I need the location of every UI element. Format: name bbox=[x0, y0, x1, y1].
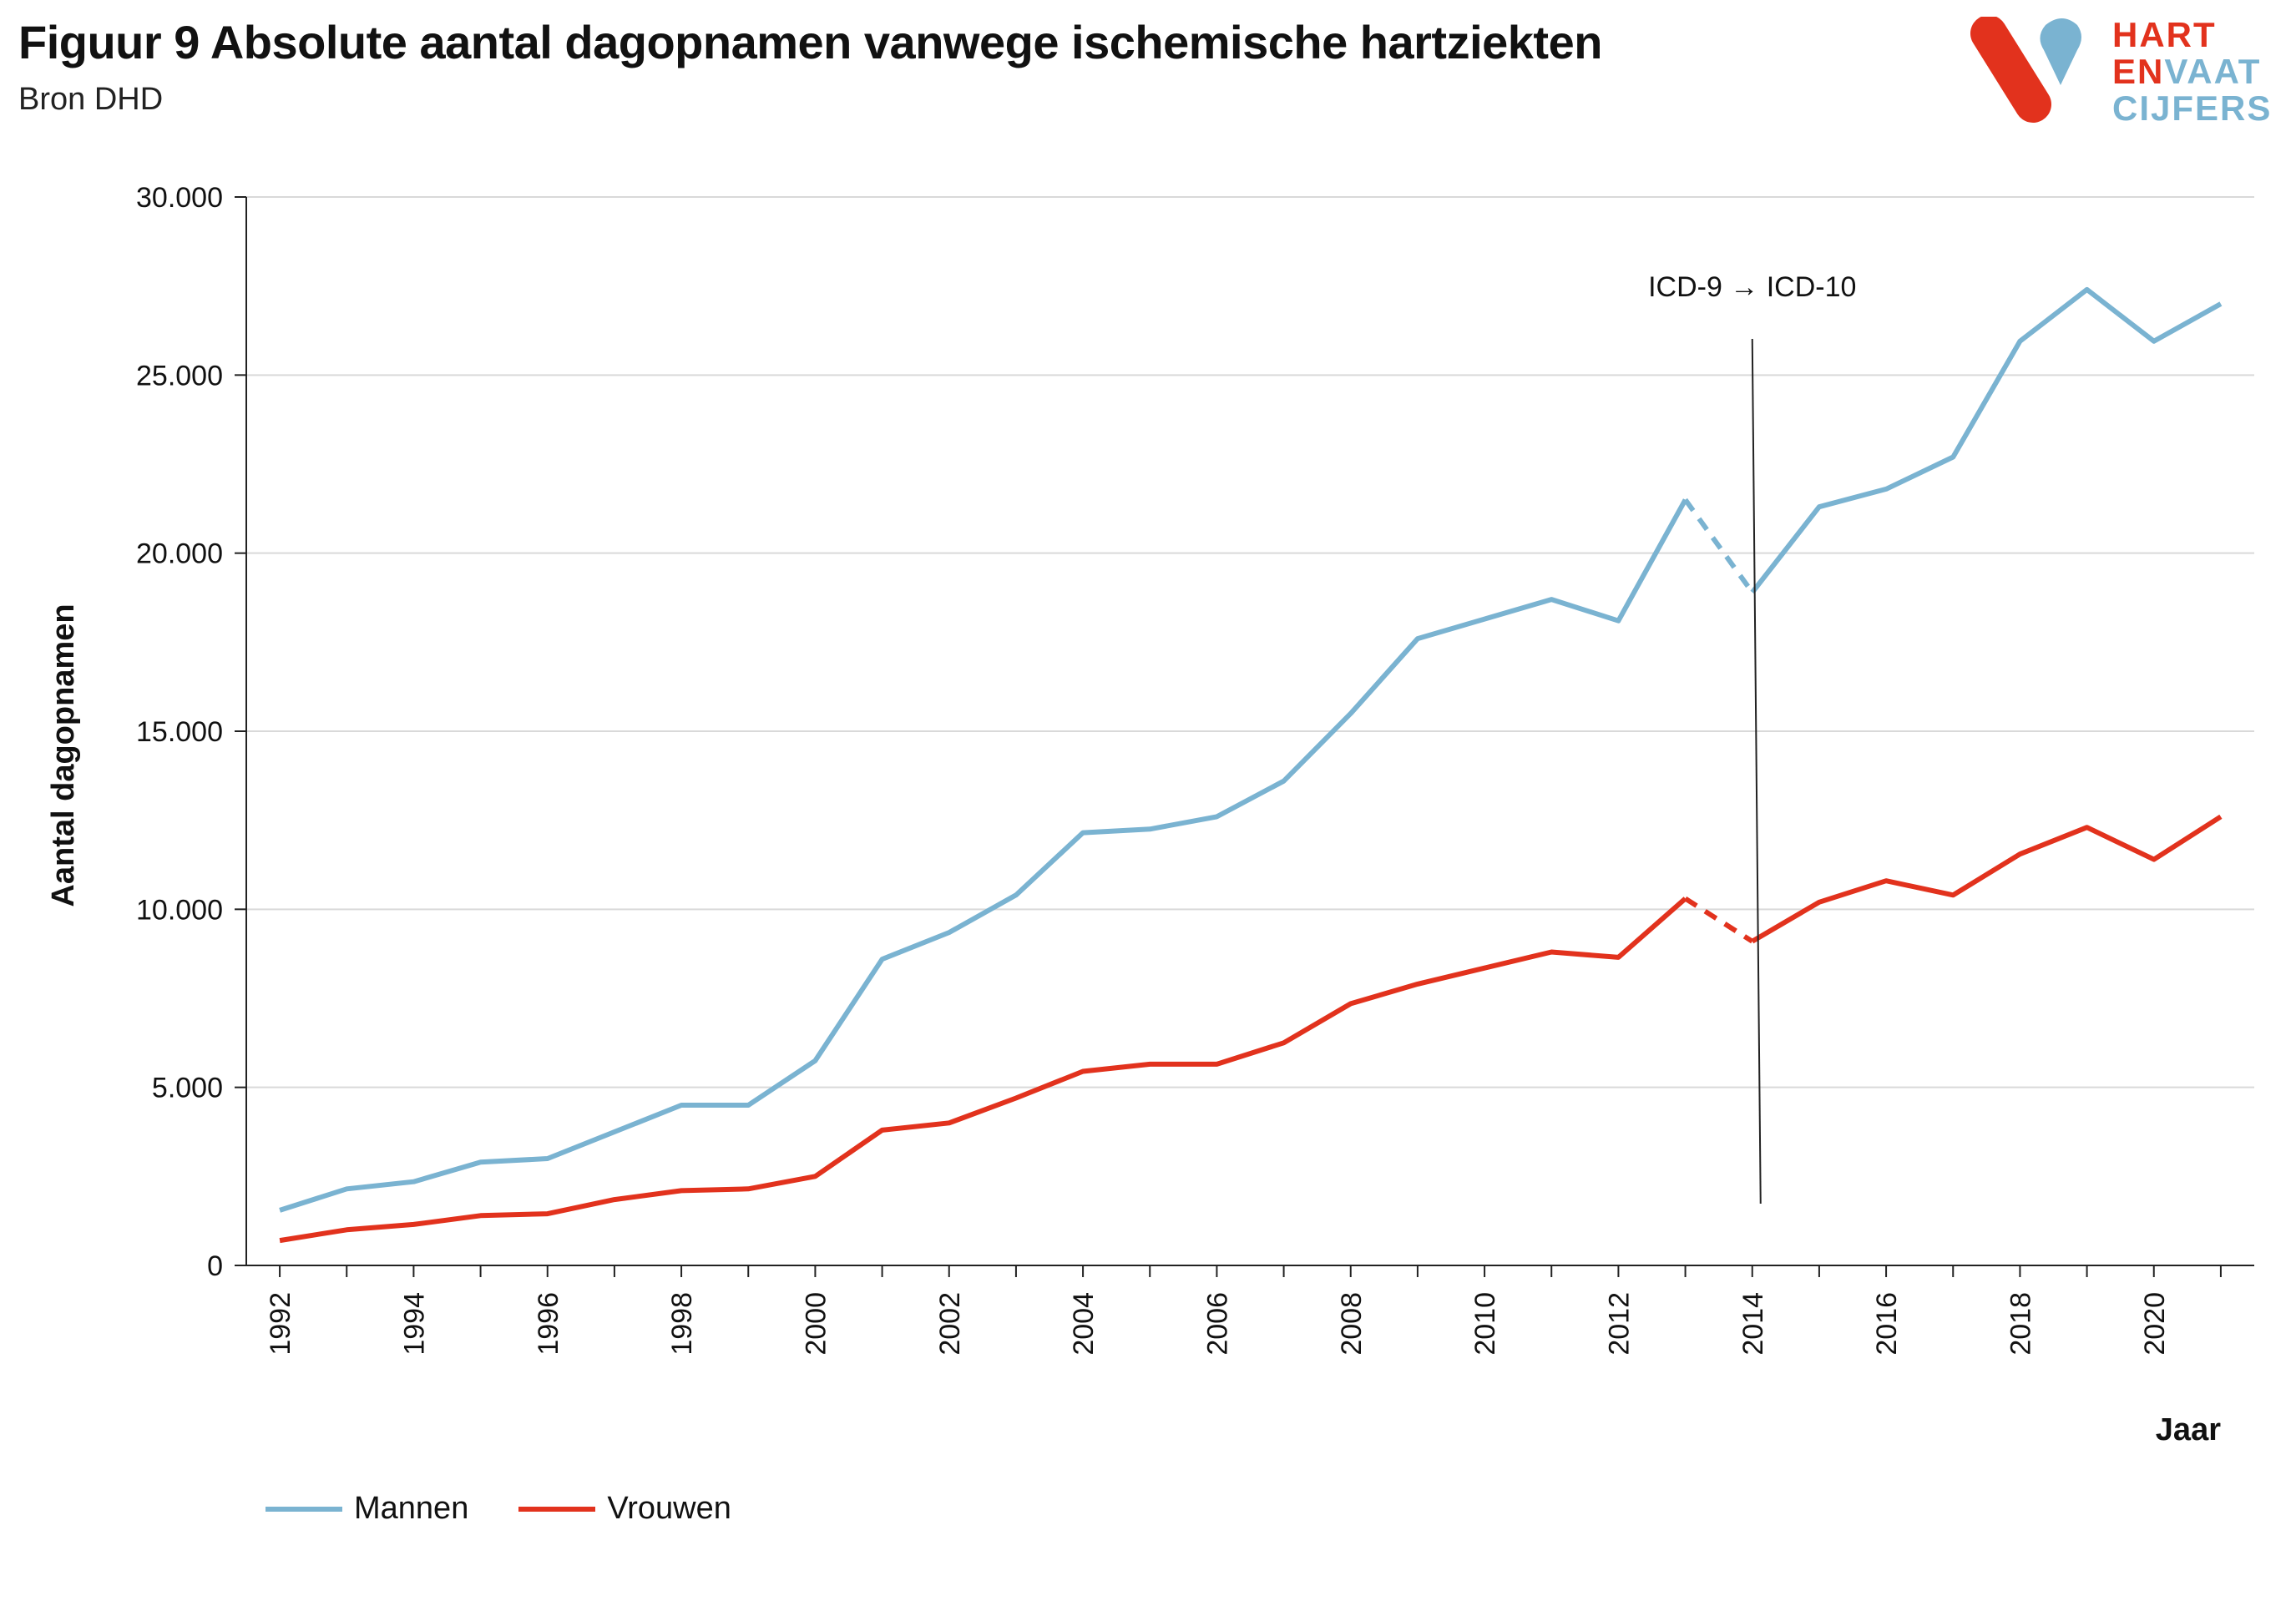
y-tick-label: 20.000 bbox=[136, 538, 223, 570]
x-tick-label: 2008 bbox=[1336, 1292, 1368, 1356]
legend-swatch-vrouwen bbox=[518, 1506, 596, 1512]
x-tick-label: 2012 bbox=[1603, 1292, 1635, 1356]
annotation: ICD-9 → ICD-10 bbox=[1648, 271, 1856, 1204]
x-tick-label: 1992 bbox=[265, 1292, 296, 1356]
x-tick-label: 2016 bbox=[1871, 1292, 1903, 1356]
x-tick-label: 2014 bbox=[1737, 1292, 1769, 1356]
logo-mark-icon bbox=[1970, 15, 2081, 123]
x-tick-label: 1996 bbox=[533, 1292, 564, 1356]
x-tick-label: 1998 bbox=[666, 1292, 698, 1356]
series-line-mannen-transition bbox=[1683, 497, 1755, 594]
series-line-mannen-icd9 bbox=[279, 498, 1688, 1213]
y-tick-label: 25.000 bbox=[136, 360, 223, 391]
series-line-vrouwen-icd9 bbox=[279, 896, 1687, 1244]
x-tick-label: 2020 bbox=[2139, 1292, 2171, 1356]
x-tick-label: 2006 bbox=[1201, 1292, 1233, 1356]
chart-subtitle: Bron DHD bbox=[18, 82, 164, 117]
x-tick-label: 2004 bbox=[1068, 1292, 1100, 1356]
logo-word-en: EN bbox=[2112, 52, 2165, 91]
axes bbox=[235, 196, 2254, 1277]
x-axis-label: Jaar bbox=[2156, 1412, 2221, 1447]
legend: Mannen Vrouwen bbox=[266, 1491, 731, 1527]
legend-label-mannen: Mannen bbox=[354, 1491, 469, 1526]
hart-en-vaat-cijfers-logo: HART ENVAAT CIJFERS bbox=[1970, 15, 2288, 127]
y-tick-label: 0 bbox=[207, 1250, 223, 1282]
y-axis-label: Aantal dagopnamen bbox=[46, 604, 81, 907]
legend-swatch-mannen bbox=[266, 1506, 342, 1512]
legend-label-vrouwen: Vrouwen bbox=[607, 1491, 731, 1526]
series-line-mannen-icd10 bbox=[1750, 286, 2223, 594]
series-line-vrouwen-transition bbox=[1683, 896, 1754, 944]
y-tick-label: 15.000 bbox=[136, 716, 223, 748]
y-tick-label: 30.000 bbox=[136, 182, 223, 214]
logo-line-envaat: ENVAAT bbox=[2112, 53, 2272, 90]
x-tick-label: 1994 bbox=[398, 1292, 430, 1356]
x-tick-labels: 1992 1994 1996 1998 2000 2002 2004 2006 2008 2010… bbox=[265, 1292, 2171, 1356]
logo-line-hart: HART bbox=[2112, 15, 2217, 54]
legend-item-vrouwen: Vrouwen bbox=[518, 1491, 731, 1527]
x-tick-label: 2018 bbox=[2005, 1292, 2036, 1356]
gridlines bbox=[246, 196, 2254, 1088]
legend-item-mannen: Mannen bbox=[266, 1491, 468, 1527]
y-tick-labels: 0 5.000 10.000 15.000 20.000 25.000 30.000 bbox=[136, 182, 223, 1282]
logo-text: HART ENVAAT CIJFERS bbox=[2112, 17, 2272, 127]
logo-line-cijfers: CIJFERS bbox=[2112, 88, 2273, 128]
annotation-label: ICD-9 → ICD-10 bbox=[1648, 271, 1856, 303]
y-tick-label: 5.000 bbox=[152, 1073, 223, 1104]
logo-word-vaat: VAAT bbox=[2164, 52, 2262, 91]
annotation-line bbox=[1751, 338, 1762, 1204]
series-lines bbox=[279, 286, 2223, 1244]
x-tick-label: 2000 bbox=[800, 1292, 832, 1356]
y-tick-label: 10.000 bbox=[136, 894, 223, 926]
series-line-vrouwen-icd10 bbox=[1751, 814, 2223, 944]
x-tick-label: 2002 bbox=[934, 1292, 966, 1356]
chart-title: Figuur 9 Absolute aantal dagopnamen vanw… bbox=[18, 16, 1602, 68]
x-tick-label: 2010 bbox=[1469, 1292, 1501, 1356]
